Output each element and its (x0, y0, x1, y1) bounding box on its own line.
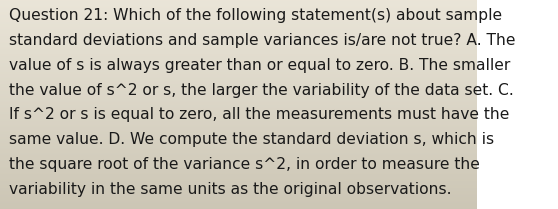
Text: Question 21: Which of the following statement(s) about sample: Question 21: Which of the following stat… (8, 8, 502, 23)
Text: If s^2 or s is equal to zero, all the measurements must have the: If s^2 or s is equal to zero, all the me… (8, 107, 509, 122)
Text: value of s is always greater than or equal to zero. B. The smaller: value of s is always greater than or equ… (8, 58, 510, 73)
Text: same value. D. We compute the standard deviation s, which is: same value. D. We compute the standard d… (8, 132, 494, 147)
Text: the square root of the variance s^2, in order to measure the: the square root of the variance s^2, in … (8, 157, 479, 172)
Text: the value of s^2 or s, the larger the variability of the data set. C.: the value of s^2 or s, the larger the va… (8, 83, 513, 98)
Text: standard deviations and sample variances is/are not true? A. The: standard deviations and sample variances… (8, 33, 515, 48)
Text: variability in the same units as the original observations.: variability in the same units as the ori… (8, 182, 451, 197)
